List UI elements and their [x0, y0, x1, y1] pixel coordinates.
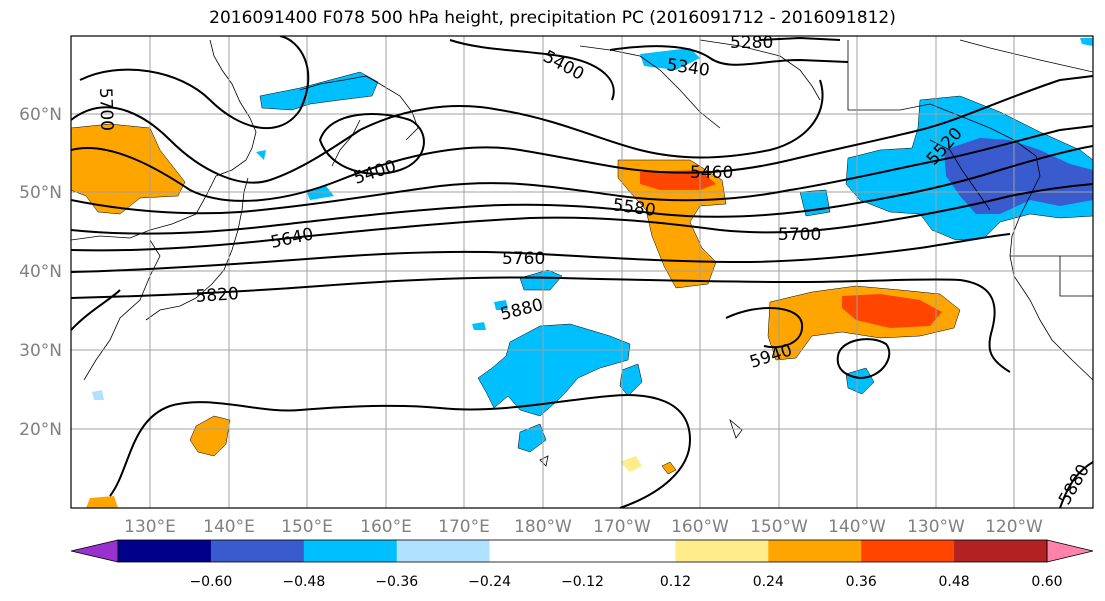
precip-neg-strong-patch: [944, 138, 1093, 214]
lon-tick-label: 150°E: [281, 517, 333, 537]
precip-pos-patch: [86, 496, 118, 508]
colorbar-cell: [303, 540, 398, 562]
contour-label: 5760: [502, 249, 545, 269]
lat-tick-label: 60°N: [19, 105, 62, 125]
contour-label: 5820: [195, 284, 240, 307]
precip-neg-patch: [259, 71, 379, 111]
map-frame: [70, 35, 1094, 509]
lon-tick-label: 140°W: [828, 517, 886, 537]
colorbar-tick-label: 0.12: [660, 574, 691, 590]
lon-tick-label: 180°W: [514, 517, 572, 537]
colorbar-extend-high: [1046, 539, 1094, 563]
precip-strong-patch: [842, 294, 942, 328]
precip-neg-patch: [1080, 38, 1093, 46]
precip-pos-patch: [661, 461, 677, 475]
precip-pos-patch: [189, 415, 231, 457]
contour-label: 5700: [95, 87, 116, 131]
contour-label: 5280: [730, 33, 773, 53]
precip-neg-patch: [494, 300, 508, 310]
gridlines: [71, 36, 1093, 508]
lon-tick-label: 140°E: [203, 517, 255, 537]
precip-neg-patch: [472, 322, 486, 330]
colorbar-cell: [396, 540, 491, 562]
lon-axis: 130°E 140°E 150°E 160°E 170°E 180°W 170°…: [124, 517, 1043, 537]
colorbar-tick-label: −0.36: [375, 574, 418, 590]
lon-tick-label: 120°W: [985, 517, 1043, 537]
lon-tick-label: 160°E: [360, 517, 412, 537]
lat-tick-label: 30°N: [19, 341, 62, 361]
precip-neg-patch: [619, 363, 643, 397]
height-contours: [71, 36, 1093, 508]
colorbar-extend-low: [70, 539, 119, 563]
colorbar-tick-label: 0.48: [939, 574, 970, 590]
colorbar-cell: [210, 540, 305, 562]
colorbar-cell: [489, 540, 583, 562]
colorbar-cell: [954, 540, 1048, 562]
colorbar: −0.60 −0.48 −0.36 −0.24 −0.12 0.12 0.24 0.36 0.4…: [70, 539, 1094, 590]
colorbar-tick-label: 0.60: [1031, 574, 1062, 590]
lon-tick-label: 170°E: [438, 517, 490, 537]
lon-tick-label: 170°W: [593, 517, 651, 537]
colorbar-tick-label: 0.24: [753, 574, 784, 590]
precip-neg-patch: [256, 150, 266, 160]
precip-neg-patch: [92, 390, 104, 400]
lon-tick-label: 160°W: [671, 517, 729, 537]
precip-strong-patch: [640, 170, 716, 190]
colorbar-cell: [118, 540, 212, 562]
colorbar-tick-label: −0.60: [189, 574, 232, 590]
map-panel: 5280 5340 5400 5400 5460 5520 5580 5640 …: [71, 33, 1093, 508]
map-title: 2016091400 F078 500 hPa height, precipit…: [209, 8, 896, 28]
colorbar-outline: [117, 539, 1048, 563]
colorbar-cell: [582, 540, 676, 562]
lat-axis: 60°N 50°N 40°N 30°N 20°N: [19, 105, 62, 440]
colorbar-tick-label: −0.48: [282, 574, 325, 590]
colorbar-cell: [861, 540, 955, 562]
precip-neg-patch: [477, 323, 631, 417]
colorbar-cell: [768, 540, 862, 562]
colorbar-tick-label: −0.12: [561, 574, 604, 590]
lon-tick-label: 130°W: [907, 517, 965, 537]
lon-tick-label: 150°W: [750, 517, 808, 537]
lat-tick-label: 50°N: [19, 183, 62, 203]
colorbar-tick-label: −0.24: [468, 574, 511, 590]
precip-pos-patch: [620, 456, 642, 472]
colorbar-cell: [675, 540, 769, 562]
contour-label: 5700: [778, 225, 821, 245]
precip-shading: [71, 38, 1093, 508]
lon-tick-label: 130°E: [124, 517, 176, 537]
contour-label: 5460: [690, 163, 733, 183]
precip-neg-patch: [517, 423, 547, 453]
precip-neg-patch: [640, 48, 700, 70]
precip-neg-patch: [845, 367, 875, 395]
lat-tick-label: 40°N: [19, 262, 62, 282]
lat-tick-label: 20°N: [19, 420, 62, 440]
colorbar-tick-label: 0.36: [846, 574, 877, 590]
